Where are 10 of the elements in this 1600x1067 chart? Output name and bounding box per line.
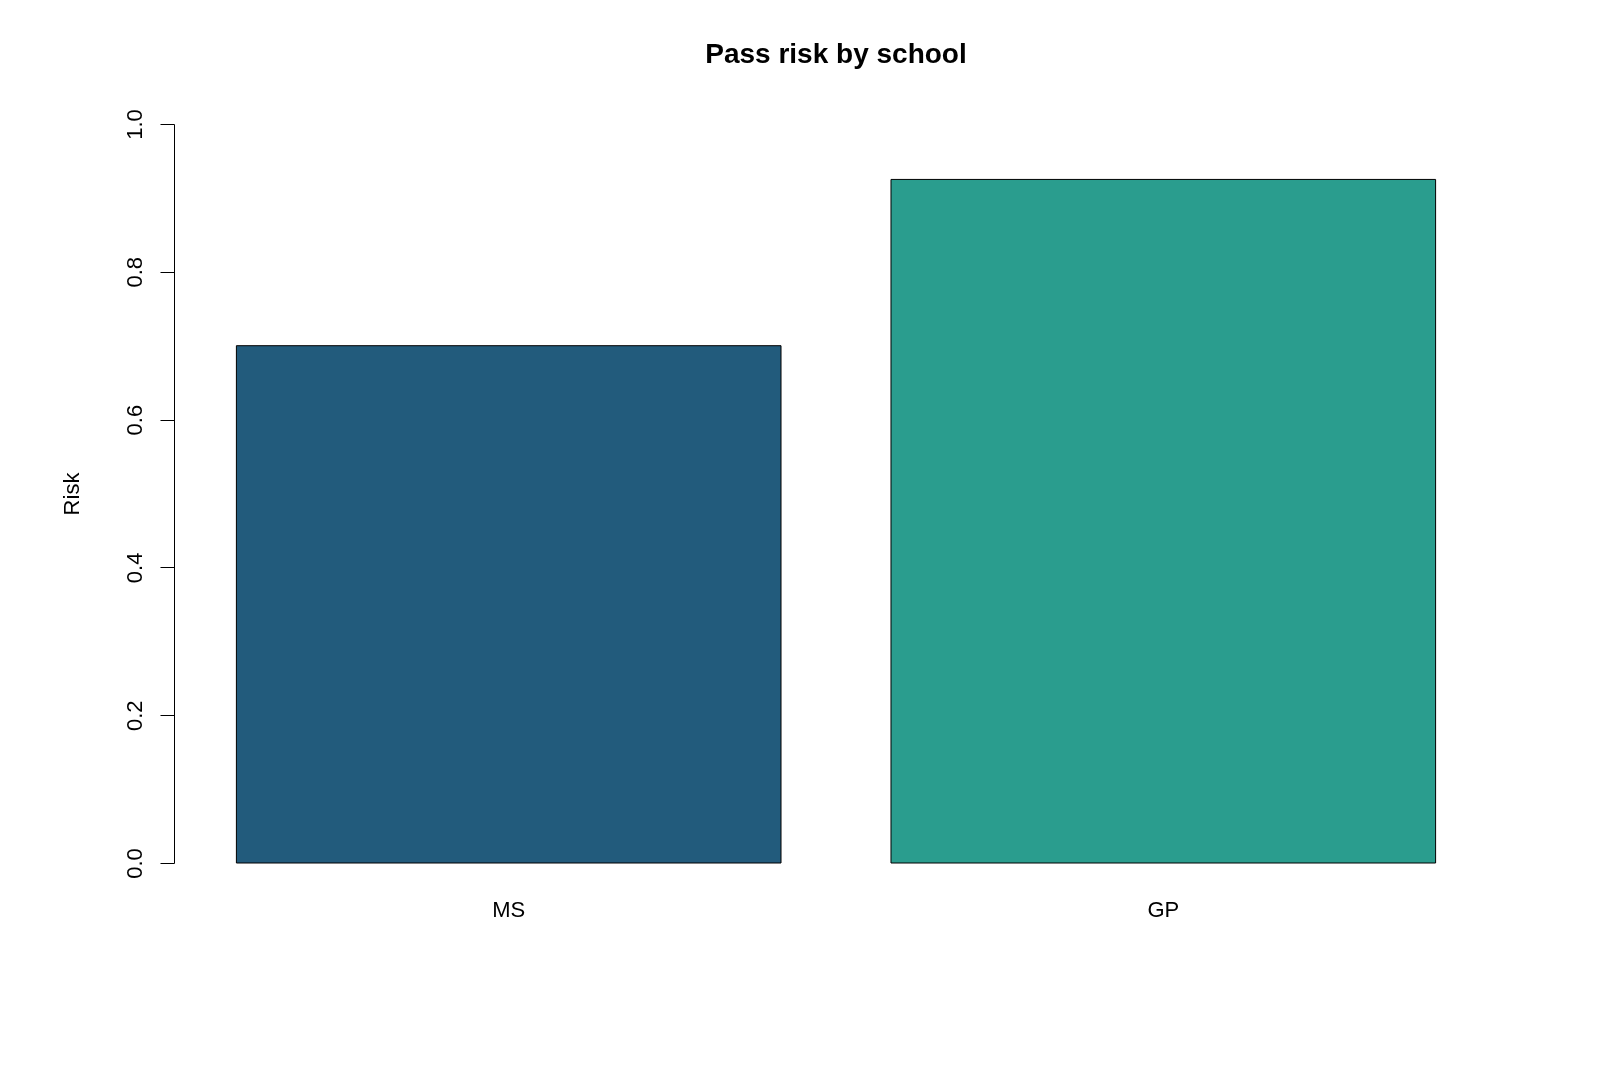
chart-title: Pass risk by school <box>705 37 967 69</box>
y-tick-label: 1.0 <box>121 109 147 140</box>
y-tick-label: 0.6 <box>121 404 147 436</box>
x-tick-label: GP <box>1147 896 1180 922</box>
y-axis-title: Risk <box>58 471 84 516</box>
y-tick-label: 0.8 <box>121 257 147 288</box>
x-tick-label: MS <box>492 896 526 922</box>
y-tick-label: 0.4 <box>121 552 147 584</box>
y-tick-label: 0.2 <box>121 700 147 731</box>
y-tick-label: 0.0 <box>121 848 147 879</box>
